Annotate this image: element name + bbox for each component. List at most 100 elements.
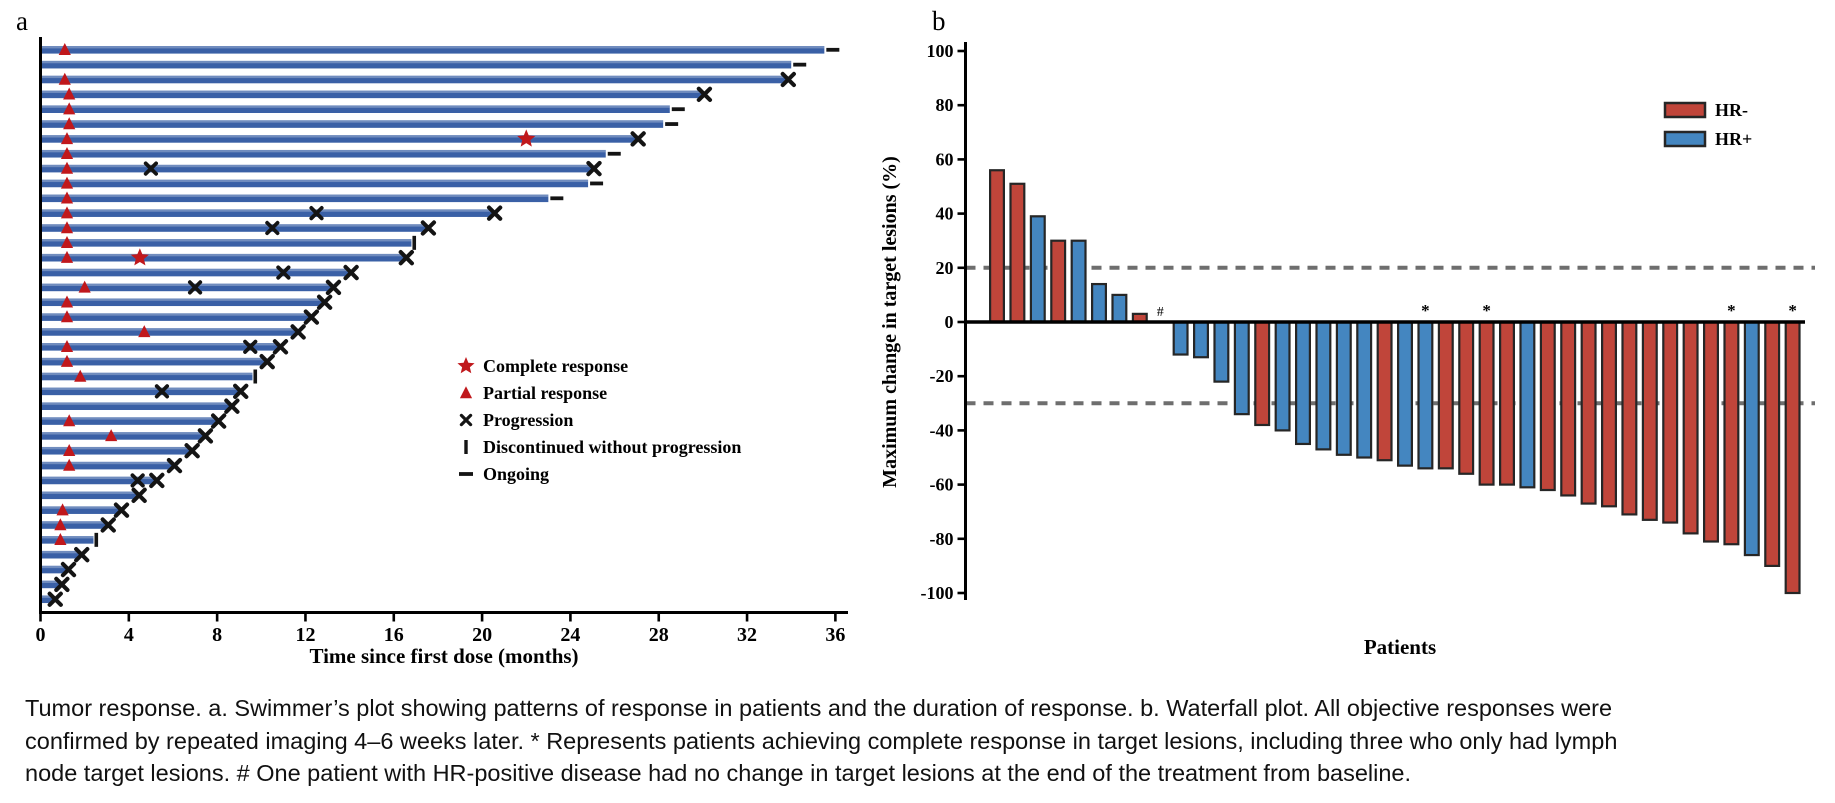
progression-x-icon: [398, 250, 414, 266]
swimmer-row: [40, 369, 258, 384]
progression-x-icon: [316, 294, 333, 310]
legend-item-HR-: HR-: [1663, 100, 1748, 120]
swimmer-row: [40, 43, 840, 55]
legend-item-label: Ongoing: [483, 464, 549, 484]
progression-x-icon: [224, 398, 240, 414]
progression-x-icon: [143, 161, 158, 176]
panel-a-label: a: [16, 6, 28, 36]
progression-x-icon: [60, 561, 77, 578]
legend-item-label: Complete response: [483, 356, 628, 376]
partial-response-triangle-icon: [60, 221, 74, 234]
ongoing-dash-icon: [793, 62, 807, 67]
swimmer-row: [40, 248, 414, 266]
partial-response-triangle-icon: [60, 295, 74, 308]
progression-x-icon: [210, 413, 227, 429]
swimmer-row: [40, 591, 63, 607]
waterfall-bar: [1274, 320, 1291, 432]
waterfall-bar: [1315, 320, 1332, 451]
progression-x-icon: [187, 280, 203, 295]
waterfall-bar: [1560, 320, 1577, 497]
progression-x-icon: [486, 205, 503, 221]
waterfall-bar: [1050, 239, 1067, 324]
swimmer-row: [40, 191, 564, 204]
waterfall-bar: [1539, 320, 1556, 492]
y-tick-label: -80: [930, 529, 954, 549]
progression-x-icon: [130, 473, 145, 488]
x-axis-title: Patients: [1364, 635, 1436, 659]
partial-response-triangle-icon: [60, 310, 74, 323]
discontinued-bar-icon: [94, 532, 99, 547]
swimmer-row: [40, 324, 306, 340]
swimmer-row: [40, 339, 289, 355]
swimmer-row: [40, 294, 333, 310]
waterfall-bar: [1193, 320, 1210, 359]
legend-item-HR+: HR+: [1663, 129, 1752, 149]
x-tick-label: 0: [36, 624, 46, 646]
partial-response-triangle-icon: [74, 369, 87, 382]
ongoing-dash-icon: [665, 122, 679, 126]
progression-x-icon: [113, 502, 130, 518]
swimmer-row: [40, 472, 165, 489]
swimmer-row: [40, 60, 807, 69]
progression-x-icon: [309, 206, 324, 221]
progression-x-icon: [586, 160, 602, 177]
partial-response-triangle-icon: [60, 146, 74, 159]
swimmer-row: [40, 71, 796, 88]
waterfall-bar: [1070, 239, 1087, 324]
partial-response-triangle-icon: [78, 280, 91, 293]
complete-response-asterisk: *: [1727, 301, 1736, 320]
swimmer-row: [40, 117, 679, 130]
waterfall-bar: [1519, 320, 1536, 489]
legend-item-label: HR-: [1715, 100, 1748, 120]
legend-item-dash: Ongoing: [459, 464, 549, 484]
caption-line: node target lesions. # One patient with …: [25, 760, 1412, 786]
progression-x-icon: [459, 413, 473, 427]
y-axis-title: Maximum change in target lesions (%): [879, 156, 901, 488]
partial-response-triangle-icon: [63, 458, 76, 471]
partial-response-triangle-icon: [58, 72, 71, 85]
waterfall-bar: [1396, 320, 1413, 467]
progression-x-icon: [290, 324, 306, 340]
x-tick-label: 8: [212, 624, 222, 646]
y-tick-label: -20: [930, 366, 954, 386]
partial-response-triangle-icon: [58, 43, 71, 55]
progression-x-icon: [303, 309, 320, 325]
complete-response-star-icon: [457, 357, 475, 374]
partial-response-triangle-icon: [60, 250, 74, 263]
partial-response-triangle-icon: [138, 325, 151, 338]
partial-response-triangle-icon: [54, 533, 67, 546]
partial-response-triangle-icon: [60, 161, 74, 174]
progression-x-icon: [47, 591, 63, 607]
swimmer-row: [40, 428, 214, 444]
legend-item-label: Progression: [483, 410, 573, 430]
waterfall-bar: #: [1157, 305, 1164, 320]
progression-x-icon: [131, 487, 147, 503]
partial-response-triangle-icon: [105, 429, 118, 442]
partial-response-triangle-icon: [63, 443, 76, 456]
x-tick-label: 36: [825, 624, 845, 646]
swimmer-row: [40, 264, 359, 281]
partial-response-triangle-icon: [63, 102, 76, 115]
y-tick-label: 40: [936, 204, 954, 224]
waterfall-bar: [1254, 320, 1271, 427]
swimmer-row: [40, 129, 646, 147]
y-tick-label: -100: [921, 583, 954, 603]
swimmer-row: [40, 279, 342, 296]
partial-response-triangle-icon: [60, 340, 74, 352]
swimmer-row: [40, 176, 604, 189]
swimmer-row: [40, 354, 275, 370]
waterfall-plot: b # * * * * 100 80 60 40 20 0 -20 -40 -60 -80 -100 Maximu…: [879, 6, 1815, 659]
waterfall-bar: [1764, 320, 1781, 567]
waterfall-bar: [1091, 282, 1108, 324]
caption-line: Tumor response. a. Swimmer’s plot showin…: [25, 695, 1613, 721]
partial-response-triangle-icon: [60, 354, 74, 367]
partial-response-triangle-icon: [60, 191, 74, 204]
swimmer-row: [40, 205, 503, 221]
complete-response-star-icon: [130, 248, 149, 266]
swimmer-row: [40, 487, 147, 503]
swimmer-row: [40, 146, 621, 159]
swimmer-row: [40, 547, 90, 563]
partial-response-triangle-icon: [63, 117, 76, 130]
partial-response-triangle-icon: [56, 503, 69, 516]
progression-x-icon: [259, 354, 275, 370]
